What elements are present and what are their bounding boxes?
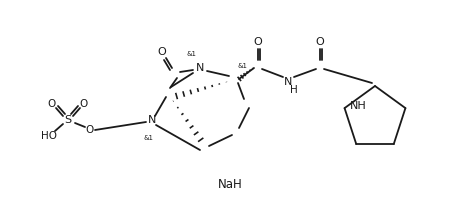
Text: O: O bbox=[80, 99, 88, 109]
Text: O: O bbox=[157, 47, 166, 57]
Text: N: N bbox=[195, 63, 204, 73]
Text: &1: &1 bbox=[238, 63, 248, 69]
Text: HO: HO bbox=[41, 131, 57, 141]
Text: &1: &1 bbox=[144, 135, 154, 141]
Text: O: O bbox=[86, 125, 94, 135]
Text: O: O bbox=[48, 99, 56, 109]
Text: &1: &1 bbox=[187, 51, 197, 57]
Text: O: O bbox=[253, 37, 262, 47]
Text: H: H bbox=[289, 85, 297, 95]
Text: NaH: NaH bbox=[217, 178, 242, 192]
Text: N: N bbox=[283, 77, 292, 87]
Text: O: O bbox=[315, 37, 324, 47]
Text: S: S bbox=[64, 115, 71, 125]
Text: N: N bbox=[147, 115, 156, 125]
Text: NH: NH bbox=[349, 101, 366, 111]
